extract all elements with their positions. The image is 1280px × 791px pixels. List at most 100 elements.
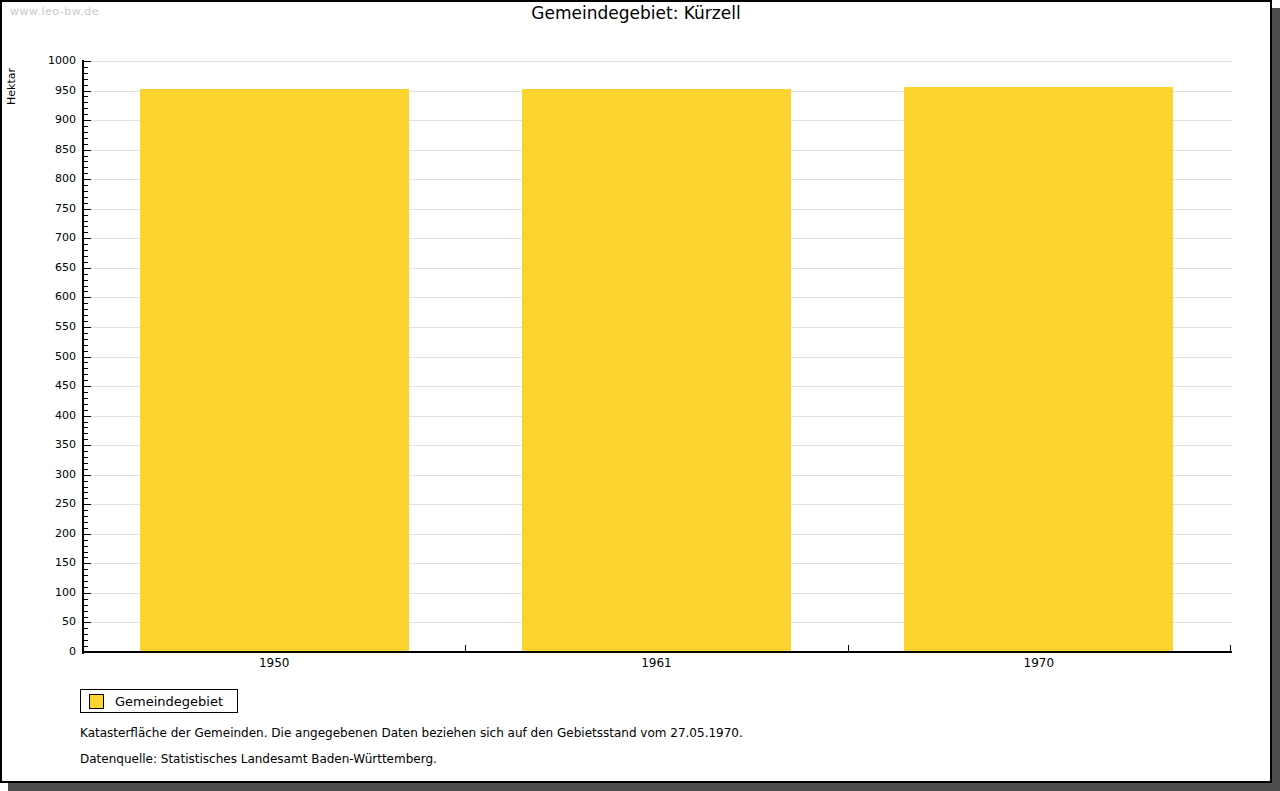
y-major-tick xyxy=(84,386,91,387)
y-minor-tick xyxy=(84,611,88,612)
y-minor-tick xyxy=(84,451,88,452)
y-minor-tick xyxy=(84,587,88,588)
y-major-tick xyxy=(84,475,91,476)
y-major-tick xyxy=(84,91,91,92)
x-boundary-tick xyxy=(848,645,849,652)
y-minor-tick xyxy=(84,528,88,529)
y-minor-tick xyxy=(84,191,88,192)
y-minor-tick xyxy=(84,575,88,576)
y-minor-tick xyxy=(84,398,88,399)
y-minor-tick xyxy=(84,256,88,257)
y-major-tick xyxy=(84,416,91,417)
chart-panel: www.leo-bw.de Gemeindegebiet: Kürzell He… xyxy=(0,0,1280,791)
y-minor-tick xyxy=(84,522,88,523)
y-minor-tick xyxy=(84,439,88,440)
y-minor-tick xyxy=(84,156,88,157)
panel-shadow-right xyxy=(1272,8,1280,791)
y-minor-tick xyxy=(84,67,88,68)
y-minor-tick xyxy=(84,362,88,363)
legend: Gemeindegebiet xyxy=(80,689,238,713)
y-minor-tick xyxy=(84,262,88,263)
y-minor-tick xyxy=(84,368,88,369)
y-minor-tick xyxy=(84,569,88,570)
x-tick-label-1961: 1961 xyxy=(597,656,717,670)
legend-label: Gemeindegebiet xyxy=(115,694,223,709)
y-tick-label: 600 xyxy=(20,290,76,303)
y-minor-tick xyxy=(84,540,88,541)
y-major-tick xyxy=(84,179,91,180)
y-tick-label: 950 xyxy=(20,84,76,97)
y-minor-tick xyxy=(84,85,88,86)
y-minor-tick xyxy=(84,108,88,109)
y-minor-tick xyxy=(84,374,88,375)
y-minor-tick xyxy=(84,333,88,334)
footnote-data-source: Datenquelle: Statistisches Landesamt Bad… xyxy=(80,752,1230,767)
y-major-tick xyxy=(84,268,91,269)
y-minor-tick xyxy=(84,422,88,423)
y-minor-tick xyxy=(84,309,88,310)
y-minor-tick xyxy=(84,463,88,464)
y-minor-tick xyxy=(84,552,88,553)
y-minor-tick xyxy=(84,250,88,251)
y-tick-label: 300 xyxy=(20,468,76,481)
y-tick-label: 450 xyxy=(20,379,76,392)
y-minor-tick xyxy=(84,226,88,227)
y-minor-tick xyxy=(84,510,88,511)
y-minor-tick xyxy=(84,410,88,411)
y-minor-tick xyxy=(84,215,88,216)
y-minor-tick xyxy=(84,617,88,618)
y-minor-tick xyxy=(84,457,88,458)
y-minor-tick xyxy=(84,392,88,393)
y-tick-label: 700 xyxy=(20,231,76,244)
y-minor-tick xyxy=(84,303,88,304)
y-minor-tick xyxy=(84,646,88,647)
y-minor-tick xyxy=(84,546,88,547)
y-minor-tick xyxy=(84,203,88,204)
y-minor-tick xyxy=(84,492,88,493)
x-tick-label-1950: 1950 xyxy=(214,656,334,670)
y-tick-label: 250 xyxy=(20,497,76,510)
y-minor-tick xyxy=(84,79,88,80)
y-minor-tick xyxy=(84,628,88,629)
y-minor-tick xyxy=(84,605,88,606)
plot-area: 0501001502002503003504004505005506006507… xyxy=(0,0,1272,783)
y-minor-tick xyxy=(84,427,88,428)
y-major-tick xyxy=(84,534,91,535)
y-minor-tick xyxy=(84,274,88,275)
y-minor-tick xyxy=(84,321,88,322)
y-tick-label: 550 xyxy=(20,320,76,333)
y-minor-tick xyxy=(84,138,88,139)
y-minor-tick xyxy=(84,599,88,600)
y-minor-tick xyxy=(84,487,88,488)
y-tick-label: 850 xyxy=(20,143,76,156)
y-major-tick xyxy=(84,327,91,328)
y-minor-tick xyxy=(84,126,88,127)
y-minor-tick xyxy=(84,197,88,198)
y-tick-label: 100 xyxy=(20,586,76,599)
y-tick-label: 0 xyxy=(20,645,76,658)
y-major-tick xyxy=(84,120,91,121)
y-tick-label: 800 xyxy=(20,172,76,185)
y-major-tick xyxy=(84,652,91,653)
y-major-tick xyxy=(84,238,91,239)
y-minor-tick xyxy=(84,244,88,245)
y-minor-tick xyxy=(84,339,88,340)
y-major-tick xyxy=(84,504,91,505)
y-minor-tick xyxy=(84,404,88,405)
y-minor-tick xyxy=(84,469,88,470)
y-minor-tick xyxy=(84,114,88,115)
y-tick-label: 350 xyxy=(20,438,76,451)
y-major-tick xyxy=(84,297,91,298)
y-tick-label: 150 xyxy=(20,556,76,569)
panel-shadow-bottom xyxy=(8,783,1280,791)
y-minor-tick xyxy=(84,581,88,582)
y-minor-tick xyxy=(84,232,88,233)
y-minor-tick xyxy=(84,96,88,97)
x-tick-label-1970: 1970 xyxy=(979,656,1099,670)
y-minor-tick xyxy=(84,167,88,168)
y-minor-tick xyxy=(84,481,88,482)
y-major-tick xyxy=(84,593,91,594)
footnote-source-note: Katasterfläche der Gemeinden. Die angege… xyxy=(80,726,1230,741)
y-tick-label: 500 xyxy=(20,350,76,363)
y-minor-tick xyxy=(84,291,88,292)
